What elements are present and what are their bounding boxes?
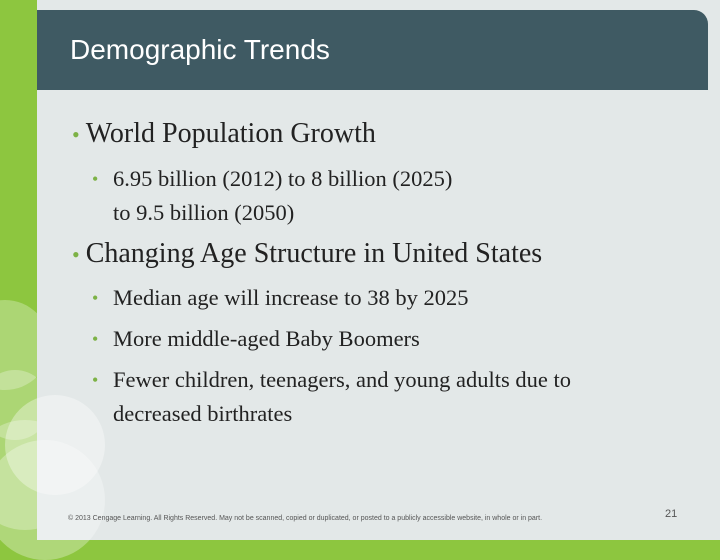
- sub-bullet-median-age: • Median age will increase to 38 by 2025: [92, 281, 469, 315]
- bullet-marker: •: [92, 169, 99, 189]
- bullet-marker: •: [72, 242, 80, 267]
- sub-bullet-line: 6.95 billion (2012) to 8 billion (2025): [113, 166, 453, 191]
- bullet-text: World Population Growth: [85, 118, 376, 149]
- decorative-circle: [0, 420, 40, 530]
- sub-bullet-line: Fewer children, teenagers, and young adu…: [113, 367, 571, 392]
- sub-bullet-line: Median age will increase to 38 by 2025: [113, 285, 469, 310]
- sub-bullet-baby-boomers: • More middle-aged Baby Boomers: [92, 322, 420, 356]
- sub-bullet-line: decreased birthrates: [113, 401, 293, 426]
- bullet-marker: •: [92, 329, 99, 349]
- decorative-circle: [0, 300, 40, 390]
- sub-bullet-fewer-children: • Fewer children, teenagers, and young a…: [92, 363, 571, 431]
- bullet-age-structure: • Changing Age Structure in United States: [72, 238, 542, 270]
- decorative-circle: [5, 395, 105, 495]
- bullet-marker: •: [72, 122, 80, 147]
- bullet-marker: •: [92, 370, 99, 390]
- sub-bullet-population-figures: • 6.95 billion (2012) to 8 billion (2025…: [92, 162, 453, 230]
- decorative-side-strip: [0, 0, 40, 540]
- sub-bullet-line: to 9.5 billion (2050): [113, 200, 295, 225]
- bullet-text: Changing Age Structure in United States: [85, 238, 543, 269]
- slide-body: [37, 0, 720, 540]
- decorative-circle: [0, 370, 40, 440]
- sub-bullet-line: More middle-aged Baby Boomers: [113, 326, 420, 351]
- slide-title: Demographic Trends: [70, 34, 330, 65]
- title-bar: Demographic Trends: [37, 10, 708, 90]
- bullet-marker: •: [92, 288, 99, 308]
- slide-content: • World Population Growth • 6.95 billion …: [72, 118, 571, 431]
- bullet-world-population: • World Population Growth: [72, 118, 376, 150]
- copyright-footer: © 2013 Cengage Learning. All Rights Rese…: [68, 515, 543, 522]
- page-number: 21: [665, 508, 678, 520]
